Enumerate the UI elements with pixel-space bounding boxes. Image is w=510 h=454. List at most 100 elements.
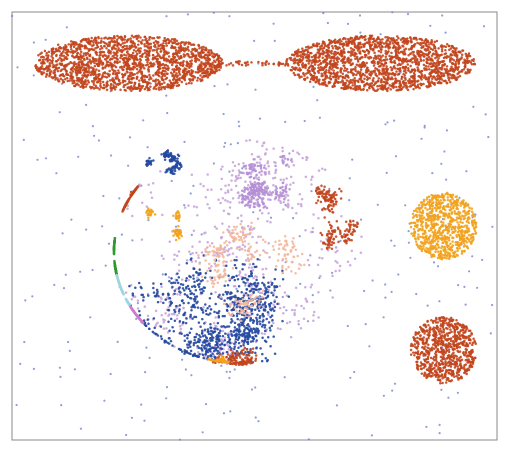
data-point [313, 76, 317, 79]
data-point [437, 246, 440, 249]
data-point [187, 69, 191, 73]
data-point [90, 36, 93, 40]
data-point [63, 77, 67, 81]
data-point [444, 228, 448, 232]
data-point [457, 342, 460, 345]
data-point [32, 41, 36, 44]
data-point [156, 78, 160, 82]
data-point [98, 47, 102, 51]
data-point [463, 285, 466, 288]
data-point [445, 256, 448, 260]
data-point [123, 35, 127, 39]
data-point [210, 50, 213, 54]
data-point [301, 47, 304, 50]
data-point [145, 41, 149, 45]
data-point [456, 372, 459, 375]
data-point [257, 60, 260, 64]
data-point [116, 340, 119, 343]
data-point [132, 48, 136, 52]
data-point [413, 82, 416, 86]
data-point [427, 195, 431, 199]
data-point [454, 243, 458, 247]
data-point [328, 187, 331, 190]
data-point [382, 80, 385, 84]
data-point [307, 62, 310, 65]
data-point [182, 41, 186, 44]
data-point [353, 45, 357, 48]
data-point [123, 41, 126, 45]
data-point [444, 224, 447, 227]
data-point [445, 43, 449, 46]
data-point [417, 233, 420, 236]
data-point [380, 55, 383, 59]
data-point [22, 138, 25, 141]
data-point [176, 78, 179, 81]
data-point [425, 85, 428, 88]
data-point [463, 250, 466, 253]
data-point [447, 379, 451, 383]
data-point [466, 204, 470, 207]
data-point [64, 46, 68, 49]
data-point [140, 72, 143, 76]
data-point [471, 255, 474, 258]
data-point [89, 66, 93, 69]
data-point [327, 81, 331, 85]
data-point [462, 239, 465, 243]
data-point [377, 77, 381, 80]
data-point [482, 25, 486, 28]
data-point [83, 44, 86, 48]
data-point [314, 60, 318, 64]
data-point [447, 396, 450, 399]
data-point [393, 74, 397, 77]
data-point [62, 287, 66, 290]
data-point [155, 50, 159, 54]
data-point [297, 323, 300, 326]
data-point [98, 54, 101, 57]
data-point [152, 74, 155, 77]
data-point [172, 70, 176, 74]
data-point [136, 302, 139, 305]
data-point [122, 49, 125, 52]
data-point [377, 69, 381, 72]
data-point [157, 44, 161, 47]
data-point [139, 88, 142, 91]
data-point [366, 83, 370, 86]
data-point [373, 82, 377, 85]
data-point [163, 36, 166, 40]
data-point [353, 82, 357, 85]
data-point [339, 239, 342, 242]
data-point [422, 198, 426, 202]
data-point [452, 335, 455, 339]
data-point [467, 227, 470, 230]
data-point [72, 50, 76, 53]
data-point [413, 234, 416, 238]
data-point [412, 338, 416, 342]
data-point [380, 79, 383, 82]
data-point [145, 58, 148, 62]
data-point [333, 85, 336, 88]
data-point [445, 204, 449, 207]
data-point [423, 347, 426, 350]
data-point [419, 228, 423, 231]
data-point [318, 116, 321, 119]
data-point [449, 255, 452, 258]
data-point [254, 416, 257, 419]
data-point [389, 72, 392, 76]
data-point [149, 77, 153, 80]
data-point [55, 54, 58, 58]
data-point [66, 73, 70, 76]
data-point [261, 61, 264, 65]
data-point [467, 212, 470, 215]
data-point [51, 59, 54, 62]
data-point [113, 43, 117, 47]
data-point [138, 51, 141, 54]
data-point [178, 438, 181, 441]
data-point [144, 371, 147, 374]
data-point [441, 207, 445, 210]
data-point [466, 230, 469, 234]
data-point [436, 231, 440, 235]
data-point [466, 57, 469, 60]
data-point [98, 77, 102, 81]
data-point [429, 356, 433, 360]
data-point [64, 273, 67, 276]
